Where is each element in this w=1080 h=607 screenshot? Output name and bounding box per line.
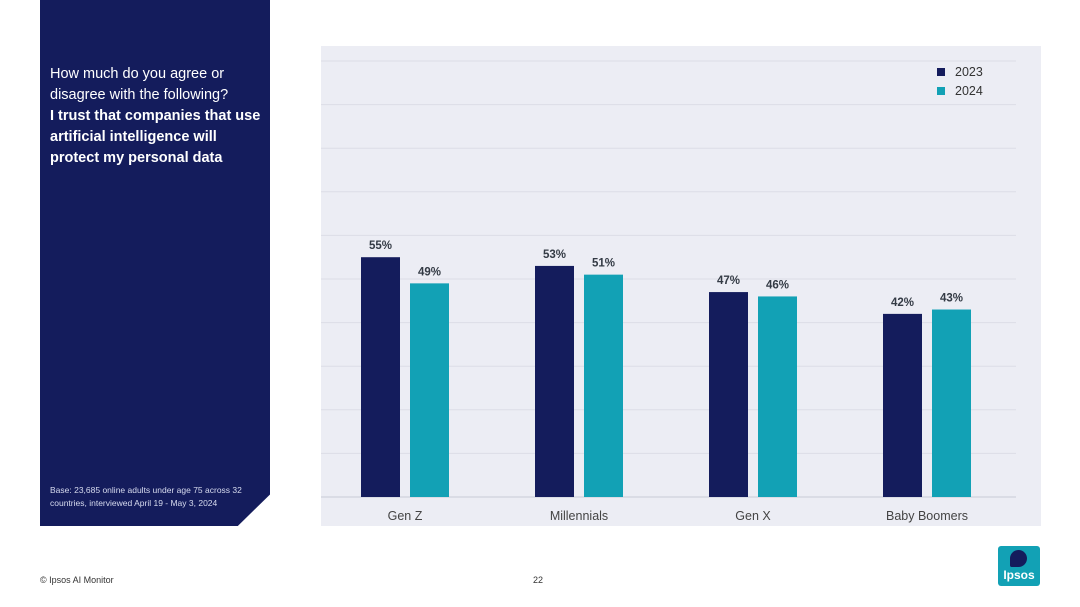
data-label: 43% [940,293,963,305]
question-text: How much do you agree or disagree with t… [50,64,265,169]
data-label: 51% [592,258,615,270]
category-label: Baby Boomers [886,509,968,523]
ipsos-logo: Ipsos [998,546,1040,586]
bar-2023-gen-z [361,257,400,497]
bar-2024-gen-z [410,283,449,497]
copyright-text: © Ipsos AI Monitor [40,575,114,585]
page-number: 22 [533,575,544,585]
bar-chart: 55% 49% Gen Z 53% 51% Millennials 47% 46% Gen X 4… [321,60,1016,523]
data-label: 55% [369,240,392,252]
question-regular: How much do you agree or disagree with t… [50,66,229,103]
bar-2023-baby-boomers [883,313,922,497]
question-panel: How much do you agree or disagree with t… [40,0,270,526]
category-label: Millennials [550,509,608,523]
legend-label-2023: 2023 [955,65,983,79]
logo-bubble-icon [1010,550,1027,567]
bar-2024-gen-x [758,296,797,497]
logo-text: Ipsos [1003,568,1035,582]
data-label: 49% [418,266,441,278]
question-bold: I trust that companies that use artifici… [50,108,261,166]
bar-2024-millennials [584,274,623,497]
base-note: Base: 23,685 online adults under age 75 … [50,485,242,508]
data-label: 53% [543,249,566,261]
legend-swatch-2024 [937,87,945,95]
legend-label-2024: 2024 [955,84,983,98]
category-label: Gen Z [388,509,423,523]
chart-area: 55% 49% Gen Z 53% 51% Millennials 47% 46% Gen X 4… [321,46,1041,526]
data-label: 47% [717,275,740,287]
bar-2023-gen-x [709,292,748,497]
category-label: Gen X [735,509,771,523]
bar-2023-millennials [535,265,574,497]
legend-swatch-2023 [937,68,945,76]
bar-2024-baby-boomers [932,309,971,497]
data-label: 46% [766,279,789,291]
data-label: 42% [891,297,914,309]
